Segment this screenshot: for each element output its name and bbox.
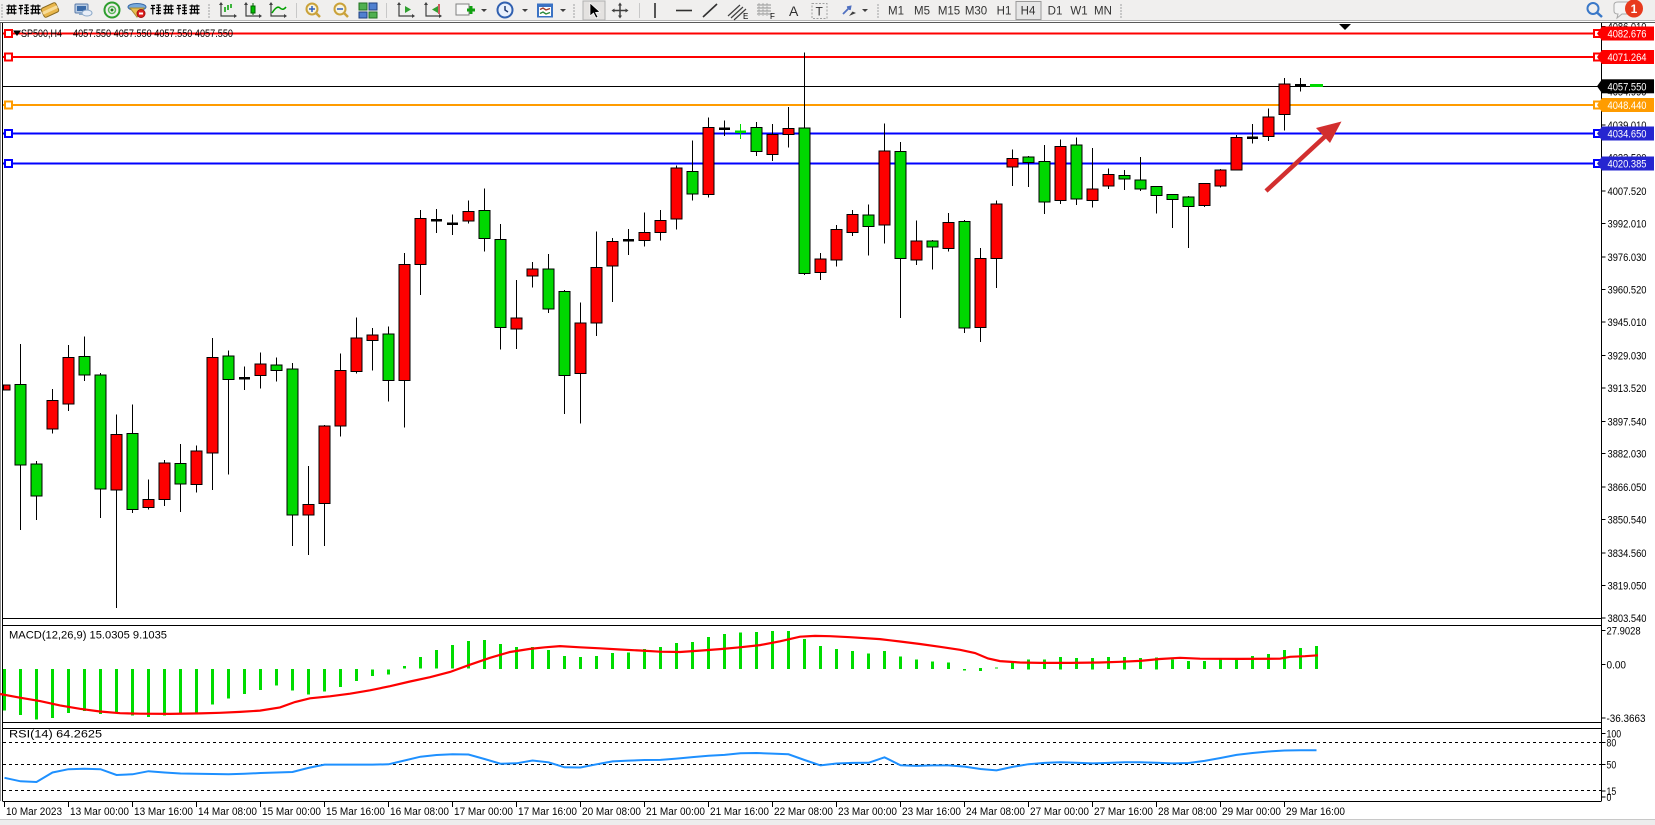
svg-text:28 Mar 08:00: 28 Mar 08:00 xyxy=(1158,806,1217,818)
svg-text:3960.520: 3960.520 xyxy=(1608,284,1647,296)
svg-text:15 Mar 00:00: 15 Mar 00:00 xyxy=(262,806,321,818)
svg-text:29 Mar 00:00: 29 Mar 00:00 xyxy=(1222,806,1281,818)
svg-text:17 Mar 00:00: 17 Mar 00:00 xyxy=(454,806,513,818)
svg-text:24 Mar 08:00: 24 Mar 08:00 xyxy=(966,806,1025,818)
svg-text:27 Mar 00:00: 27 Mar 00:00 xyxy=(1030,806,1089,818)
svg-text:21 Mar 16:00: 21 Mar 16:00 xyxy=(710,806,769,818)
svg-text:M15: M15 xyxy=(938,6,960,18)
svg-text:80: 80 xyxy=(1607,737,1617,749)
svg-text:3850.540: 3850.540 xyxy=(1608,515,1647,527)
svg-text:13 Mar 16:00: 13 Mar 16:00 xyxy=(134,806,193,818)
svg-text:3992.010: 3992.010 xyxy=(1608,218,1647,230)
svg-text:3976.030: 3976.030 xyxy=(1608,252,1647,264)
svg-text:22 Mar 08:00: 22 Mar 08:00 xyxy=(774,806,833,818)
svg-text:21 Mar 00:00: 21 Mar 00:00 xyxy=(646,806,705,818)
svg-text:3929.030: 3929.030 xyxy=(1608,350,1647,362)
svg-text:W1: W1 xyxy=(1070,6,1087,18)
svg-text:3803.540: 3803.540 xyxy=(1608,613,1647,625)
svg-text:RSI(14) 64.2625: RSI(14) 64.2625 xyxy=(9,729,102,741)
svg-text:4071.264: 4071.264 xyxy=(1608,52,1647,64)
svg-text:15 Mar 16:00: 15 Mar 16:00 xyxy=(326,806,385,818)
svg-text:17 Mar 16:00: 17 Mar 16:00 xyxy=(518,806,577,818)
svg-text:23 Mar 16:00: 23 Mar 16:00 xyxy=(902,806,961,818)
svg-text:4057.550: 4057.550 xyxy=(1608,81,1647,93)
svg-text:20 Mar 08:00: 20 Mar 08:00 xyxy=(582,806,641,818)
svg-text:27.9028: 27.9028 xyxy=(1607,626,1641,638)
svg-text:A: A xyxy=(789,3,799,19)
svg-text:M5: M5 xyxy=(914,6,930,18)
svg-text:D1: D1 xyxy=(1048,6,1063,18)
svg-text:0: 0 xyxy=(1607,792,1612,804)
svg-text:3819.050: 3819.050 xyxy=(1608,581,1647,593)
svg-text:H1: H1 xyxy=(997,6,1012,18)
svg-text:3945.010: 3945.010 xyxy=(1608,317,1647,329)
svg-text:MACD(12,26,9) 15.0305 9.1035: MACD(12,26,9) 15.0305 9.1035 xyxy=(9,630,167,642)
svg-text:3882.030: 3882.030 xyxy=(1608,449,1647,461)
svg-text:3834.560: 3834.560 xyxy=(1608,548,1647,560)
svg-text:10 Mar 2023: 10 Mar 2023 xyxy=(6,806,62,818)
svg-text:3913.520: 3913.520 xyxy=(1608,383,1647,395)
svg-text:3866.050: 3866.050 xyxy=(1608,482,1647,494)
svg-text:4048.440: 4048.440 xyxy=(1608,100,1647,112)
svg-text:M1: M1 xyxy=(888,6,904,18)
svg-text:SP500,H4: SP500,H4 xyxy=(21,28,62,40)
svg-text:0.00: 0.00 xyxy=(1607,660,1627,672)
svg-text:4057.550 4057.550 4057.550 405: 4057.550 4057.550 4057.550 4057.550 xyxy=(73,28,233,40)
svg-text:14 Mar 08:00: 14 Mar 08:00 xyxy=(198,806,257,818)
svg-text:15: 15 xyxy=(1607,786,1617,798)
svg-text:50: 50 xyxy=(1607,760,1617,772)
svg-text:H4: H4 xyxy=(1021,6,1036,18)
svg-text:13 Mar 00:00: 13 Mar 00:00 xyxy=(70,806,129,818)
svg-text:T: T xyxy=(816,5,824,19)
svg-text:4020.385: 4020.385 xyxy=(1608,159,1647,171)
svg-text:3897.540: 3897.540 xyxy=(1608,416,1647,428)
svg-text:F: F xyxy=(770,12,775,21)
svg-text:23 Mar 00:00: 23 Mar 00:00 xyxy=(838,806,897,818)
svg-text:4034.650: 4034.650 xyxy=(1608,129,1647,141)
svg-text:4082.676: 4082.676 xyxy=(1608,29,1647,41)
svg-text:1: 1 xyxy=(1631,2,1638,16)
svg-text:100: 100 xyxy=(1607,728,1622,740)
svg-text:16 Mar 08:00: 16 Mar 08:00 xyxy=(390,806,449,818)
svg-text:-36.3663: -36.3663 xyxy=(1607,713,1646,725)
svg-text:4007.520: 4007.520 xyxy=(1608,186,1647,198)
svg-text:E: E xyxy=(743,12,748,21)
svg-text:MN: MN xyxy=(1094,6,1112,18)
svg-text:27 Mar 16:00: 27 Mar 16:00 xyxy=(1094,806,1153,818)
svg-text:M30: M30 xyxy=(965,6,987,18)
svg-text:29 Mar 16:00: 29 Mar 16:00 xyxy=(1286,806,1345,818)
